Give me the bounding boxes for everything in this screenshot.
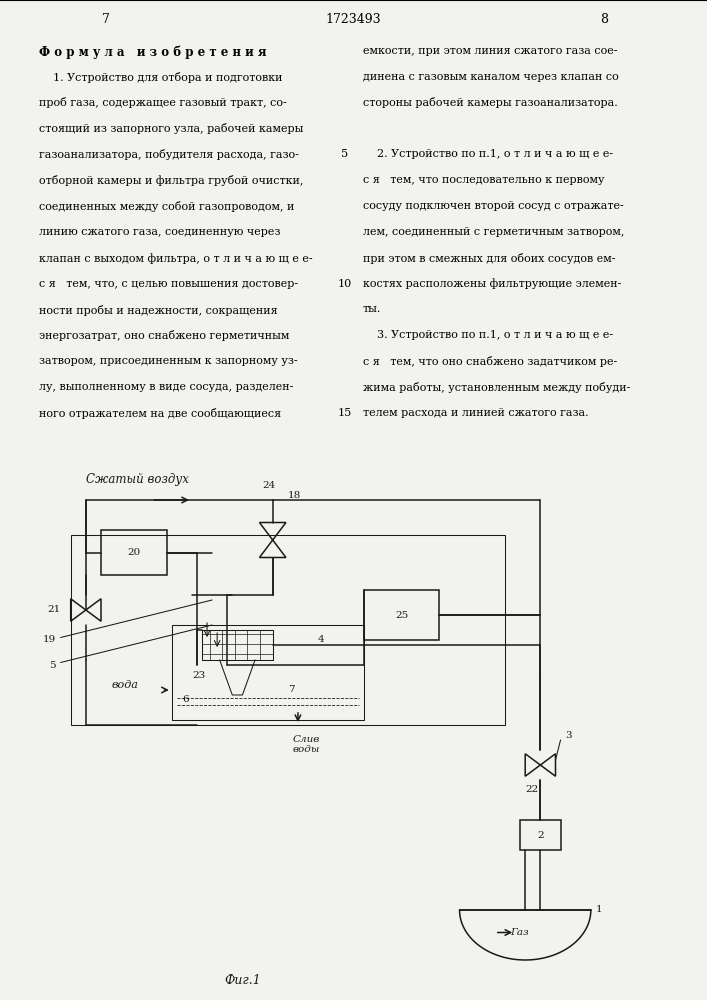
Bar <box>172 625 363 720</box>
Text: динена с газовым каналом через клапан со: динена с газовым каналом через клапан со <box>363 72 619 82</box>
Text: 5: 5 <box>49 660 56 670</box>
Text: лу, выполненному в виде сосуда, разделен-: лу, выполненному в виде сосуда, разделен… <box>39 382 293 392</box>
Text: затвором, присоединенным к запорному уз-: затвором, присоединенным к запорному уз- <box>39 356 298 366</box>
Bar <box>363 590 439 640</box>
Text: емкости, при этом линия сжатого газа сое-: емкости, при этом линия сжатого газа сое… <box>363 46 617 56</box>
Text: стороны рабочей камеры газоанализатора.: стороны рабочей камеры газоанализатора. <box>363 97 617 108</box>
Text: 7: 7 <box>288 686 295 694</box>
Text: Слив
воды: Слив воды <box>293 735 320 754</box>
Text: 7: 7 <box>102 13 110 26</box>
Text: Фиг.1: Фиг.1 <box>224 974 261 986</box>
Bar <box>520 820 561 850</box>
Text: при этом в смежных для обоих сосудов ем-: при этом в смежных для обоих сосудов ем- <box>363 253 615 264</box>
Text: 1. Устройство для отбора и подготовки: 1. Устройство для отбора и подготовки <box>39 72 282 83</box>
Text: телем расхода и линией сжатого газа.: телем расхода и линией сжатого газа. <box>363 408 588 418</box>
Text: лем, соединенный с герметичным затвором,: лем, соединенный с герметичным затвором, <box>363 227 624 237</box>
Text: 23: 23 <box>192 670 205 680</box>
Text: 25: 25 <box>395 610 408 619</box>
Text: 3: 3 <box>566 730 572 740</box>
Text: 19: 19 <box>42 636 56 645</box>
Text: 4: 4 <box>318 636 325 645</box>
Text: 1: 1 <box>596 906 602 914</box>
Text: Ф о р м у л а   и з о б р е т е н и я: Ф о р м у л а и з о б р е т е н и я <box>39 46 267 59</box>
Text: энергозатрат, оно снабжено герметичным: энергозатрат, оно снабжено герметичным <box>39 330 289 341</box>
Text: жима работы, установленным между побуди-: жима работы, установленным между побуди- <box>363 382 630 393</box>
Text: Газ: Газ <box>510 928 529 937</box>
Text: Сжатый воздух: Сжатый воздух <box>86 474 189 487</box>
Text: 21: 21 <box>47 605 61 614</box>
Text: 8: 8 <box>600 13 609 26</box>
Text: стоящий из запорного узла, рабочей камеры: стоящий из запорного узла, рабочей камер… <box>39 123 303 134</box>
Text: клапан с выходом фильтра, о т л и ч а ю щ е е-: клапан с выходом фильтра, о т л и ч а ю … <box>39 253 312 264</box>
Text: линию сжатого газа, соединенную через: линию сжатого газа, соединенную через <box>39 227 280 237</box>
Text: 24: 24 <box>262 481 276 489</box>
Text: 5: 5 <box>341 149 348 159</box>
Text: с я   тем, что последовательно к первому: с я тем, что последовательно к первому <box>363 175 604 185</box>
Text: сосуду подключен второй сосуд с отражате-: сосуду подключен второй сосуд с отражате… <box>363 201 624 211</box>
Bar <box>101 530 167 575</box>
Text: ного отражателем на две сообщающиеся: ного отражателем на две сообщающиеся <box>39 408 281 419</box>
Text: с я   тем, что, с целью повышения достовер-: с я тем, что, с целью повышения достовер… <box>39 279 298 289</box>
Text: соединенных между собой газопроводом, и: соединенных между собой газопроводом, и <box>39 201 294 212</box>
Text: 10: 10 <box>337 279 351 289</box>
Text: ты.: ты. <box>363 304 381 314</box>
Text: 1723493: 1723493 <box>326 13 381 26</box>
Text: 18: 18 <box>288 490 301 499</box>
Text: с я   тем, что оно снабжено задатчиком ре-: с я тем, что оно снабжено задатчиком ре- <box>363 356 617 367</box>
Text: костях расположены фильтрующие элемен-: костях расположены фильтрующие элемен- <box>363 279 621 289</box>
Text: 22: 22 <box>525 786 539 794</box>
Text: 15: 15 <box>337 408 351 418</box>
Bar <box>71 535 505 725</box>
Text: отборной камеры и фильтра грубой очистки,: отборной камеры и фильтра грубой очистки… <box>39 175 303 186</box>
Text: ности пробы и надежности, сокращения: ности пробы и надежности, сокращения <box>39 304 278 316</box>
Text: 2. Устройство по п.1, о т л и ч а ю щ е е-: 2. Устройство по п.1, о т л и ч а ю щ е … <box>363 149 613 159</box>
Bar <box>202 630 273 660</box>
Text: 20: 20 <box>127 548 141 557</box>
Text: проб газа, содержащее газовый тракт, со-: проб газа, содержащее газовый тракт, со- <box>39 97 286 108</box>
Text: вода: вода <box>111 680 138 690</box>
Text: газоанализатора, побудителя расхода, газо-: газоанализатора, побудителя расхода, газ… <box>39 149 299 160</box>
Text: 3. Устройство по п.1, о т л и ч а ю щ е е-: 3. Устройство по п.1, о т л и ч а ю щ е … <box>363 330 613 340</box>
Text: 2: 2 <box>537 830 544 840</box>
Text: 6: 6 <box>182 696 189 704</box>
